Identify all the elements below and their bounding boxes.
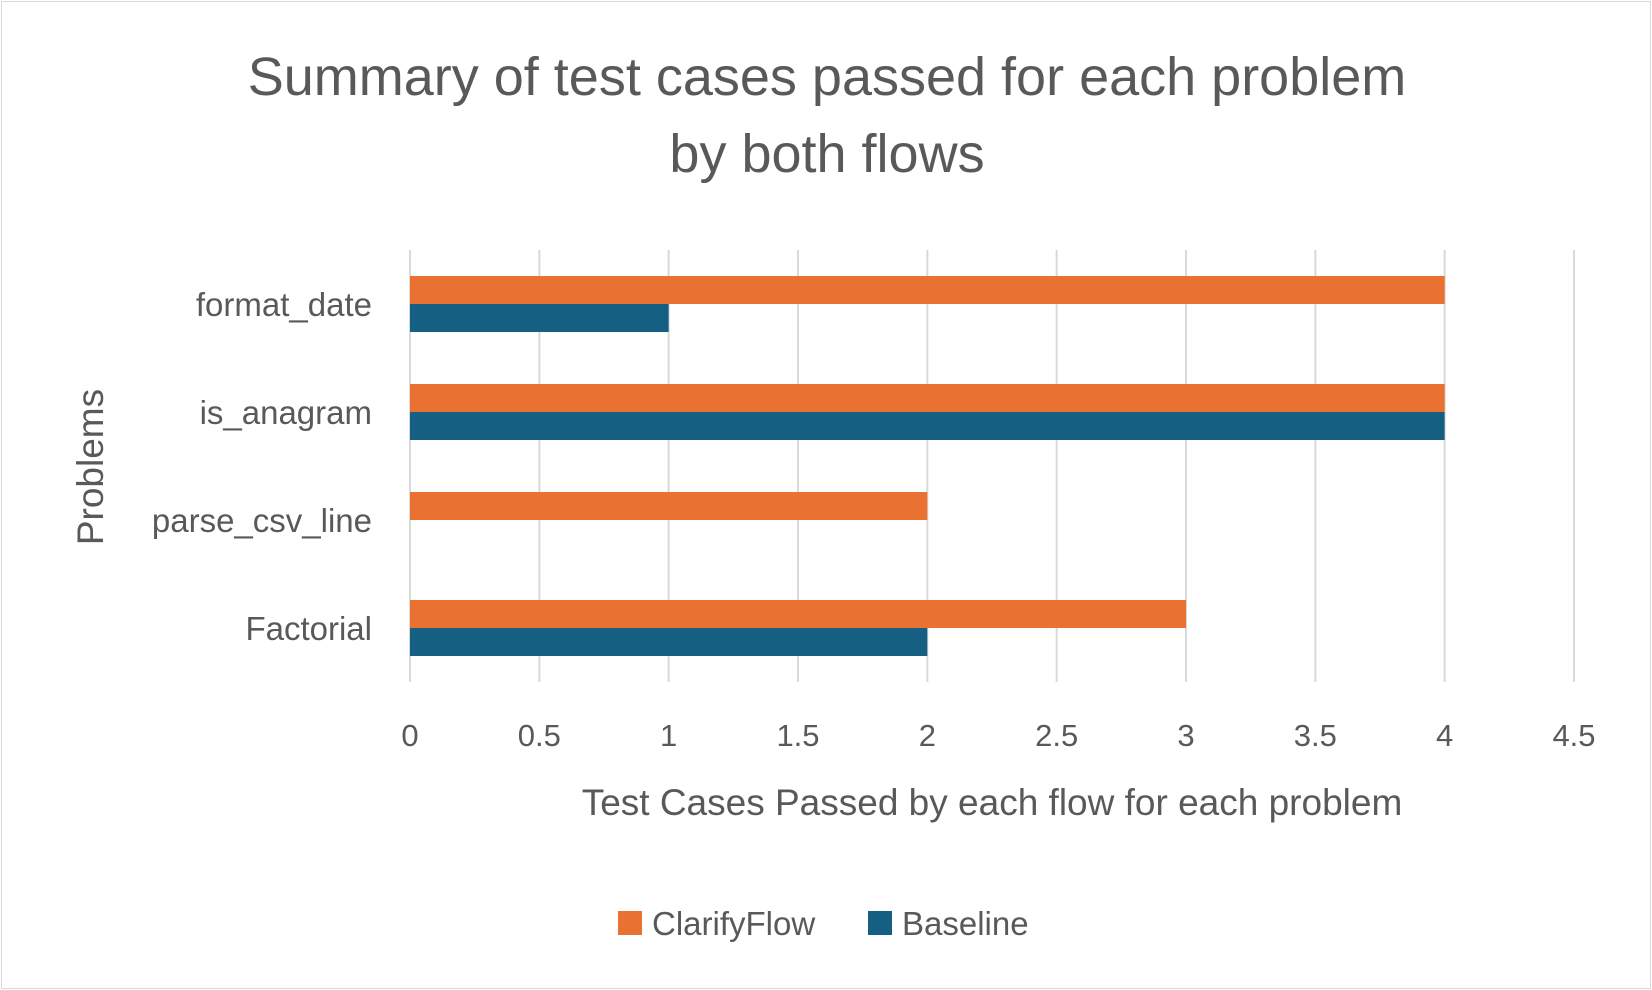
category-labels: format_date is_anagram parse_csv_line Facto… bbox=[152, 286, 372, 647]
category-label: parse_csv_line bbox=[152, 502, 372, 539]
x-tick-label: 2 bbox=[919, 718, 936, 753]
x-tick-label: 3 bbox=[1177, 718, 1194, 753]
x-tick-label: 0 bbox=[401, 718, 418, 753]
legend-swatch bbox=[618, 911, 642, 935]
x-tick-label: 1.5 bbox=[776, 718, 819, 753]
bar-baseline-format_date bbox=[410, 304, 669, 332]
y-axis-title: Problems bbox=[70, 389, 111, 545]
bars bbox=[410, 276, 1445, 656]
category-label: Factorial bbox=[245, 610, 372, 647]
bar-clarifyflow-format_date bbox=[410, 276, 1445, 304]
x-tick-label: 0.5 bbox=[518, 718, 561, 753]
legend-label: ClarifyFlow bbox=[652, 905, 815, 942]
x-tick-label: 4.5 bbox=[1552, 718, 1595, 753]
category-label: is_anagram bbox=[200, 394, 372, 431]
x-axis-title: Test Cases Passed by each flow for each … bbox=[582, 782, 1403, 823]
legend-swatch bbox=[868, 911, 892, 935]
x-tick-label: 3.5 bbox=[1294, 718, 1337, 753]
bar-baseline-factorial bbox=[410, 628, 928, 656]
x-tick-labels: 0 0.5 1 1.5 2 2.5 3 3.5 4 4.5 bbox=[401, 718, 1595, 753]
x-tick-label: 4 bbox=[1436, 718, 1453, 753]
chart-title-line-2: by both flows bbox=[669, 124, 984, 184]
x-tick-label: 1 bbox=[660, 718, 677, 753]
bar-baseline-is_anagram bbox=[410, 412, 1445, 440]
legend: ClarifyFlow Baseline bbox=[618, 905, 1029, 942]
chart-title-line-1: Summary of test cases passed for each pr… bbox=[248, 47, 1407, 107]
legend-label: Baseline bbox=[902, 905, 1029, 942]
category-label: format_date bbox=[196, 286, 372, 323]
bar-clarifyflow-factorial bbox=[410, 600, 1186, 628]
bar-clarifyflow-is_anagram bbox=[410, 384, 1445, 412]
bar-clarifyflow-parse_csv_line bbox=[410, 492, 928, 520]
x-tick-label: 2.5 bbox=[1035, 718, 1078, 753]
